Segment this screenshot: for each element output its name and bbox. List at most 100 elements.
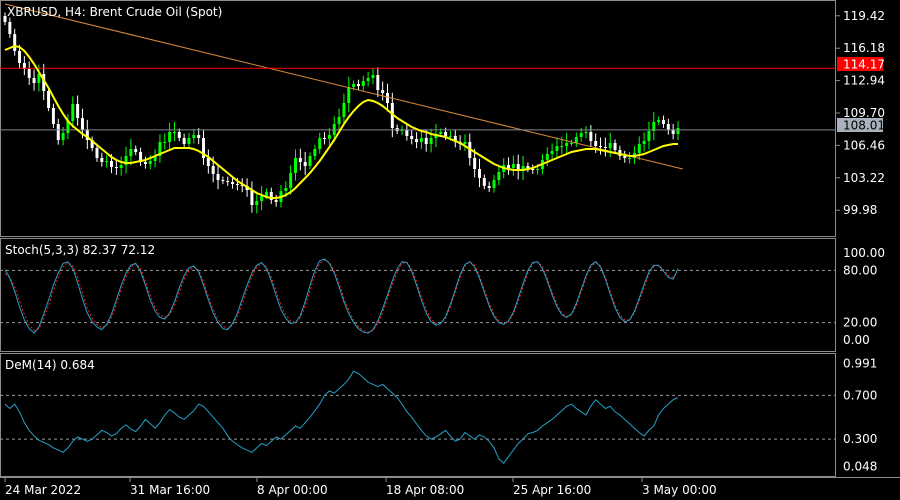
time-tick-label: 8 Apr 00:00 xyxy=(257,483,328,497)
candle-body xyxy=(158,142,162,156)
stoch-tick-label: 100.00 xyxy=(843,246,885,260)
candle-body xyxy=(105,161,109,162)
candle-body xyxy=(13,34,17,51)
candle-body xyxy=(429,138,433,144)
candle-body xyxy=(289,173,293,188)
candle-body xyxy=(294,158,298,173)
candle-body xyxy=(32,78,36,83)
current-price-label: 108.01 xyxy=(843,119,885,133)
candle-body xyxy=(172,132,176,133)
dem-tick-label: 0.048 xyxy=(843,460,877,474)
candle-body xyxy=(400,130,404,131)
price-tick-label: 112.94 xyxy=(843,74,885,88)
candle-body xyxy=(589,132,593,141)
candle-body xyxy=(381,90,385,93)
candle-body xyxy=(71,104,75,121)
candle-body xyxy=(448,136,452,137)
candle-body xyxy=(555,146,559,151)
time-tick-label: 24 Mar 2022 xyxy=(5,483,81,497)
candle-body xyxy=(85,130,89,140)
candle-body xyxy=(511,164,515,168)
candle-body xyxy=(661,120,665,124)
candle-body xyxy=(516,164,520,171)
candle-body xyxy=(424,138,428,144)
stoch-tick-label: 80.00 xyxy=(843,263,877,277)
candle-body xyxy=(303,162,307,166)
price-tick-label: 106.46 xyxy=(843,138,885,152)
candle-body xyxy=(676,128,680,134)
candle-body xyxy=(119,165,123,168)
candle-body xyxy=(308,156,312,166)
stoch-tick-label: 0.00 xyxy=(843,333,870,347)
price-axis: 119.42 116.18 112.94 109.70 106.46 103.22 99.9… xyxy=(836,9,885,474)
time-tick-label: 31 Mar 16:00 xyxy=(130,483,210,497)
dem-tick-label: 0.991 xyxy=(843,356,877,370)
candle-body xyxy=(284,188,288,191)
candle-body xyxy=(206,158,210,166)
candle-body xyxy=(623,156,627,158)
candle-body xyxy=(603,147,607,148)
candle-body xyxy=(255,201,259,205)
candle-body xyxy=(298,158,302,162)
candle-body xyxy=(139,152,143,162)
candle-body xyxy=(124,156,128,165)
stochastic-pane xyxy=(0,258,836,334)
candle-body xyxy=(250,190,254,205)
candle-body xyxy=(235,184,239,185)
candle-body xyxy=(260,196,264,201)
candle-body xyxy=(642,141,646,144)
moving-average-line xyxy=(4,44,678,199)
candle-body xyxy=(22,63,26,69)
time-tick-label: 25 Apr 16:00 xyxy=(513,483,591,497)
stoch-label: Stoch(5,3,3) 82.37 72.12 xyxy=(5,243,155,257)
candle-body xyxy=(148,161,152,164)
candle-body xyxy=(192,135,196,138)
candle-body xyxy=(487,186,491,188)
dem-tick-label: 0.700 xyxy=(843,388,877,402)
candle-body xyxy=(27,69,31,78)
candle-body xyxy=(560,146,564,147)
candlestick-series xyxy=(3,12,680,214)
candle-body xyxy=(584,132,588,133)
candle-body xyxy=(574,137,578,143)
price-tick-label: 103.22 xyxy=(843,171,885,185)
stoch-pane-frame xyxy=(0,238,836,352)
candle-body xyxy=(3,16,7,22)
candle-body xyxy=(531,169,535,170)
candle-body xyxy=(405,130,409,136)
candle-body xyxy=(473,158,477,169)
candle-body xyxy=(366,78,370,81)
demarker-pane xyxy=(0,370,836,464)
candle-body xyxy=(80,118,84,130)
candle-body xyxy=(269,192,273,200)
candle-body xyxy=(100,158,104,162)
candle-body xyxy=(613,143,617,150)
candle-body xyxy=(599,146,603,147)
candle-body xyxy=(637,144,641,153)
stoch-signal-line xyxy=(4,259,679,333)
candle-body xyxy=(274,200,278,202)
chart-title: XBRUSD, H4: Brent Crude Oil (Spot) xyxy=(7,5,222,19)
current-price-badge xyxy=(837,118,883,132)
candle-body xyxy=(134,149,138,152)
candle-body xyxy=(492,180,496,188)
candle-body xyxy=(202,138,206,158)
candle-body xyxy=(337,117,341,124)
candle-body xyxy=(545,154,549,160)
main-pane-overlays xyxy=(0,3,836,199)
candle-body xyxy=(550,151,554,154)
candle-body xyxy=(507,165,511,168)
candle-body xyxy=(463,142,467,144)
candle-body xyxy=(569,143,573,144)
candle-body xyxy=(361,81,365,86)
candle-body xyxy=(313,149,317,156)
candle-body xyxy=(327,135,331,139)
candle-body xyxy=(356,84,360,86)
time-axis: 24 Mar 2022 31 Mar 16:00 8 Apr 00:00 18 Apr… xyxy=(4,477,717,497)
candle-body xyxy=(177,132,181,138)
candle-body xyxy=(226,181,230,182)
candle-body xyxy=(129,149,133,156)
candle-body xyxy=(76,104,80,118)
candle-body xyxy=(95,148,99,158)
